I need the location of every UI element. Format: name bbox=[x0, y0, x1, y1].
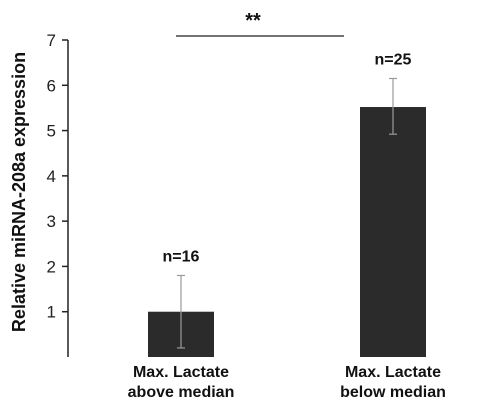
n-label-1: n=16 bbox=[163, 248, 200, 265]
y-tick-label-7: 7 bbox=[47, 31, 56, 50]
y-tick-label-4: 4 bbox=[47, 167, 56, 186]
y-axis-label: Relative miRNA-208a expression bbox=[9, 52, 29, 332]
y-tick-label-2: 2 bbox=[47, 257, 56, 276]
category-label-2-line-1: Max. Lactate bbox=[345, 364, 441, 381]
y-tick-label-5: 5 bbox=[47, 122, 56, 141]
category-label-1-line-1: Max. Lactate bbox=[133, 364, 229, 381]
significance-marker: ** bbox=[245, 10, 261, 32]
category-label-1-line-2: above median bbox=[128, 384, 235, 401]
category-label-2-line-2: below median bbox=[340, 384, 446, 401]
y-tick-label-1: 1 bbox=[47, 303, 56, 322]
y-tick-label-6: 6 bbox=[47, 76, 56, 95]
n-label-2: n=25 bbox=[375, 51, 412, 68]
y-tick-label-3: 3 bbox=[47, 212, 56, 231]
bars: n=16 Max. Lactate above median n=25 Max. Lac… bbox=[128, 51, 446, 401]
y-ticks: 1 2 3 4 5 6 7 bbox=[47, 31, 68, 322]
bar-2 bbox=[360, 107, 426, 357]
